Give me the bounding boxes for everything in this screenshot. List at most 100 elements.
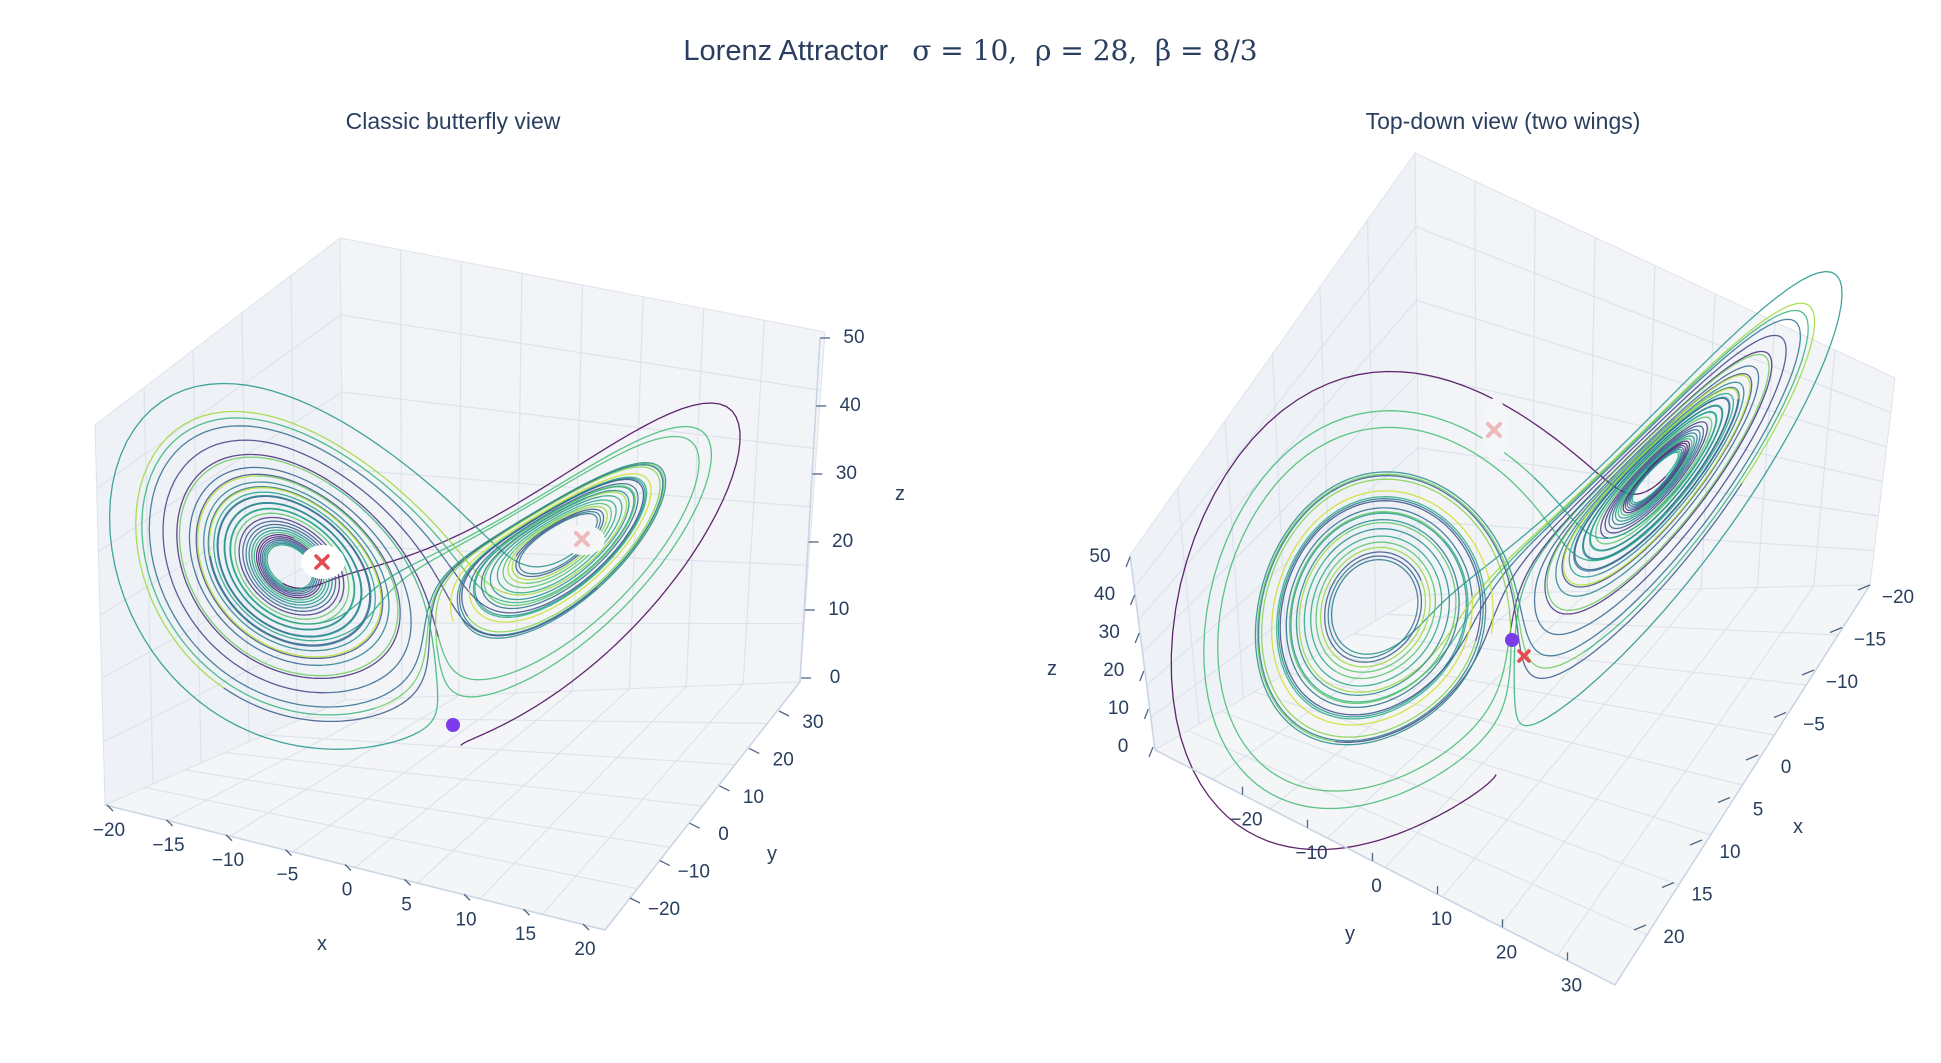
trajectory-segment — [1626, 446, 1685, 509]
x-tick — [1829, 626, 1843, 634]
trajectory-segment — [162, 439, 598, 694]
z-axis-label: z — [895, 483, 905, 505]
trajectory-segment — [203, 481, 390, 666]
z-axis-line — [799, 337, 821, 683]
trajectory-segment — [1335, 334, 1787, 743]
trajectory-segment — [1298, 302, 1816, 693]
trajectory-segment — [141, 417, 613, 716]
trajectory-segment — [434, 466, 661, 645]
trajectory-segment — [178, 456, 399, 677]
panel-title-butterfly: Classic butterfly view — [345, 108, 561, 134]
trajectory-segment — [251, 529, 330, 606]
gridline — [1588, 237, 1596, 592]
trajectory-segment — [1562, 374, 1751, 586]
x-tick-label: 5 — [1753, 800, 1764, 821]
gridline — [1319, 286, 1333, 647]
trajectory — [108, 382, 741, 750]
y-tick-label: −20 — [1230, 810, 1262, 831]
trajectory-segment — [1254, 471, 1519, 746]
trajectory-segment — [1260, 478, 1512, 738]
y-tick-label: 20 — [1496, 942, 1517, 963]
x-tick-label: 0 — [1781, 757, 1792, 778]
z-tick — [1139, 670, 1145, 682]
z-tick — [1125, 556, 1131, 568]
x-tick — [1661, 881, 1675, 889]
trajectory — [1170, 270, 1843, 851]
trajectory-segment — [1546, 353, 1770, 611]
trajectory-segment — [1507, 350, 1773, 646]
trajectory-segment — [1533, 365, 1760, 636]
x-tick-label: −20 — [1882, 587, 1914, 608]
gridline — [96, 314, 342, 489]
z-tick-label: 0 — [1118, 736, 1129, 757]
trajectory-segment — [195, 473, 401, 660]
y-axis-label: y — [767, 843, 777, 865]
panel-title-top-down: Top-down view (two wings) — [1365, 108, 1641, 134]
z-tick-label: 20 — [832, 531, 853, 552]
trajectory-segment — [207, 485, 380, 647]
gridline — [1224, 420, 1244, 699]
y-tick — [659, 860, 671, 867]
trajectory-segment — [1582, 405, 1723, 560]
trajectory-segment — [1614, 435, 1695, 522]
gridline — [1187, 730, 1648, 936]
x-tick — [582, 923, 590, 931]
gridline — [1813, 349, 1836, 587]
gridline — [742, 320, 765, 685]
fixed-point-left — [314, 554, 330, 570]
trajectory-segment — [329, 483, 439, 733]
z-tick-label: 30 — [836, 463, 857, 484]
trajectory-segment — [1624, 444, 1688, 511]
x-tick-label: −5 — [277, 865, 299, 886]
trajectory-segment — [507, 505, 608, 584]
gridline — [1287, 671, 1743, 786]
x-axis-line — [1614, 584, 1871, 986]
gridline — [103, 622, 345, 743]
x-axis-label: x — [317, 933, 327, 955]
trajectory-segment — [502, 502, 612, 589]
trajectory-segment — [1276, 496, 1485, 720]
scene-top-down[interactable]: −20 −15 −10 −5 0 5 10 15 20 −20 −10 0 10 20 30 50 40 30 20… — [1047, 151, 1914, 996]
trajectory-segment — [1544, 372, 1753, 602]
trajectory-segment — [282, 402, 741, 747]
trajectory-segment — [483, 485, 636, 607]
gridline — [304, 716, 768, 724]
trajectory-segment — [1319, 546, 1431, 668]
gridline — [515, 273, 523, 694]
chart-title: Lorenz Attractor σ = 10, ρ = 28, β = 8/3 — [0, 34, 1941, 68]
fixed-point-lower — [1517, 649, 1531, 663]
trajectory-segment — [188, 466, 412, 694]
trajectory-segment — [1533, 411, 1717, 551]
y-axis-label: y — [1345, 923, 1355, 945]
trajectory-segment — [1295, 518, 1450, 696]
z-tick — [1134, 632, 1140, 644]
trajectory-segment — [1315, 541, 1437, 680]
fixed-point-upper — [1486, 422, 1502, 438]
trajectory-segment — [176, 453, 440, 680]
x-tick — [1745, 754, 1759, 761]
gridline — [143, 387, 154, 785]
trajectory-segment — [1561, 392, 1735, 578]
trajectory-segment — [242, 520, 337, 612]
y-tick — [719, 785, 730, 792]
y-tick-label: −10 — [678, 862, 710, 883]
trajectory-segment — [1600, 421, 1708, 539]
trajectory-segment — [209, 495, 371, 646]
gridline — [1221, 710, 1679, 886]
trajectory-segment — [1203, 410, 1535, 810]
trajectory-segment — [213, 491, 385, 642]
scene-butterfly[interactable]: −20 −15 −10 −5 0 5 10 15 20 30 20 10 0 −10 −20 50 40 30 20… — [93, 236, 905, 960]
x-tick-label: 0 — [342, 880, 353, 901]
chart-title-parameters: σ = 10, ρ = 28, β = 8/3 — [912, 34, 1258, 67]
trajectory-segment — [1555, 381, 1745, 597]
z-tick-label: 50 — [1089, 546, 1110, 567]
trajectory-segment — [1217, 426, 1563, 792]
gridline — [224, 751, 703, 807]
axis-ticks: −20 −15 −10 −5 0 5 10 15 20 30 20 10 0 −10 −20 50 40 30 20… — [93, 327, 865, 960]
x-tick-label: −15 — [1854, 630, 1886, 651]
gridline — [1366, 219, 1377, 621]
y-tick — [748, 747, 760, 754]
trajectory-segment — [515, 508, 605, 578]
trajectory-segment — [229, 508, 412, 625]
